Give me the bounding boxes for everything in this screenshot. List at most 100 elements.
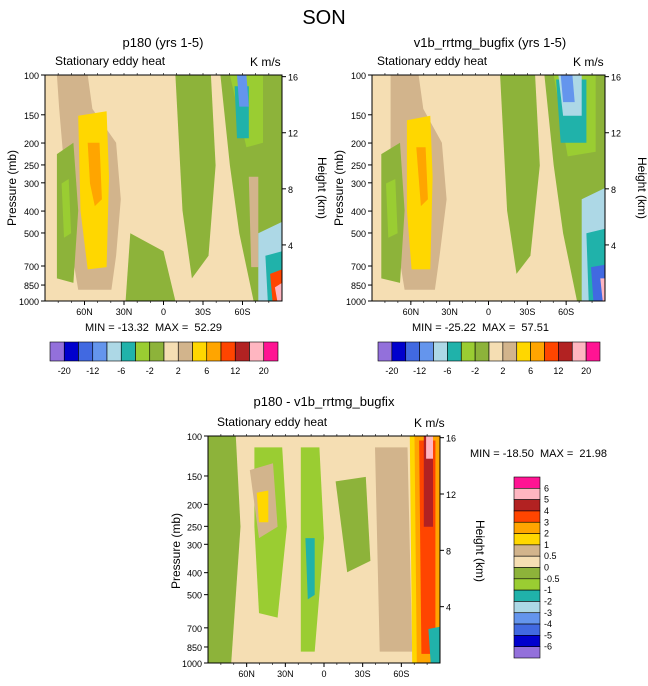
panel-3-colorbar-label-7: 0 [544, 563, 549, 573]
panel-1-colorbar-label-4: 2 [176, 366, 181, 376]
panel-2-colorbar-box-1 [391, 341, 407, 362]
panel-3-colorbar-label-6: 0.5 [544, 551, 557, 561]
panel-2-colorbar-label-5: 6 [528, 366, 533, 376]
panel-1-ytick-label-6: 500 [24, 229, 39, 239]
panel-1-ytick-label-5: 400 [24, 207, 39, 217]
panel-3-ytick-label-0: 100 [187, 432, 202, 442]
panel-3-colorbar-box-11 [513, 601, 541, 614]
panel-3-colorbar-label-12: -4 [544, 619, 552, 629]
panel-1-colorbar-box-7 [149, 341, 165, 362]
panel-3-colorbar-box-0 [513, 476, 541, 489]
panel-2-ytick-label-9: 1000 [346, 297, 366, 307]
panel-3-colorbar-box-12 [513, 612, 541, 625]
panel-2-colorbar-label-2: -6 [443, 366, 451, 376]
panel-2-ytick-label-6: 500 [351, 229, 366, 239]
panel-1-stats: MIN = -13.32 MAX = 52.29 [85, 322, 222, 334]
panel-3-colorbar-label-3: 3 [544, 517, 549, 527]
panel-2-colorbar-box-4 [433, 341, 448, 362]
panel-2-colorbar-label-4: 2 [500, 366, 505, 376]
panel-2-xtick-label-1: 30N [441, 307, 458, 317]
panel-2-colorbar-box-2 [405, 341, 420, 362]
panel-2-xtick-label-3: 30S [519, 307, 535, 317]
panel-1-rtick-label-3: 4 [288, 241, 293, 251]
panel-1-rtick-label-2: 8 [288, 185, 293, 195]
panel-1-xtick-label-4: 60S [234, 307, 250, 317]
panel-1-left-label: Stationary eddy heat [55, 54, 166, 68]
panel-1: p180 (yrs 1-5) Stationary eddy heat K m/… [5, 35, 329, 376]
panel-1-ytick-label-0: 100 [24, 71, 39, 81]
panel-3-colorbar-box-1 [513, 488, 541, 500]
panel-2-colorbar-box-13 [558, 341, 573, 362]
panel-3-colorbar-box-4 [513, 521, 541, 534]
panel-1-colorbar-box-9 [177, 341, 193, 362]
panel-1-region-6 [125, 233, 176, 301]
panel-2-region-6 [500, 75, 540, 274]
panel-2-contours [372, 75, 605, 301]
panel-2-colorbar-label-7: 20 [581, 366, 591, 376]
panel-2-xtick-label-2: 0 [486, 307, 491, 317]
panel-2-colorbar-box-11 [530, 341, 545, 362]
panel-1-xtick-label-2: 0 [161, 307, 166, 317]
panel-2-rtick-label-2: 8 [611, 185, 616, 195]
panel-2-units: K m/s [573, 55, 604, 69]
panel-1-region-3 [87, 142, 102, 207]
panel-3-rtick-label-1: 12 [446, 490, 456, 500]
panel-1-ytick-label-2: 200 [24, 139, 39, 149]
panel-1-ytick-label-9: 1000 [19, 297, 39, 307]
panel-3-ytick-label-2: 200 [187, 500, 202, 510]
panel-1-region-12 [248, 176, 259, 268]
panel-3-colorbar-label-1: 5 [544, 495, 549, 505]
panel-3: p180 - v1b_rrtmg_bugfix Stationary eddy … [169, 394, 607, 679]
panel-3-colorbar-label-9: -1 [544, 585, 552, 595]
panel-3-colorbar-box-15 [513, 646, 541, 659]
panel-1-ytick-label-3: 250 [24, 161, 39, 171]
panel-2-colorbar-box-8 [488, 341, 504, 362]
panel-1-colorbar-label-0: -20 [58, 366, 71, 376]
panel-2-colorbar-label-0: -20 [385, 366, 398, 376]
panel-3-colorbar-label-5: 1 [544, 540, 549, 550]
panel-3-ylabel-right: Height (km) [473, 520, 487, 582]
panel-1-region-16 [274, 282, 282, 301]
panel-2-rtick-label-3: 4 [611, 241, 616, 251]
panel-3-region-1 [208, 436, 241, 663]
panel-1-region-5 [61, 179, 72, 238]
panel-1-colorbar-label-7: 20 [259, 366, 269, 376]
panel-1-colorbar-box-4 [106, 341, 122, 362]
panel-3-rtick-label-0: 16 [446, 434, 456, 444]
panel-3-units: K m/s [414, 416, 445, 430]
panel-2-colorbar-box-6 [460, 341, 476, 362]
figure-title: SON [302, 7, 345, 29]
panel-3-colorbar-label-13: -5 [544, 630, 552, 640]
panel-3-region-13 [426, 436, 433, 459]
panel-2-axes: 100 150 200 250 300 400 500 700 850 1000 16 12 8 4 60N… [346, 71, 621, 317]
panel-3-xtick-label-4: 60S [393, 669, 409, 679]
panel-2-ytick-label-2: 200 [351, 139, 366, 149]
panel-2-colorbar-box-5 [447, 341, 462, 362]
panel-3-colorbar-label-4: 2 [544, 529, 549, 539]
panel-2-ytick-label-8: 850 [351, 281, 366, 291]
panel-1-region-7 [175, 75, 216, 279]
panel-3-colorbar-box-10 [513, 589, 541, 602]
panel-1-ytick-label-1: 150 [24, 111, 39, 121]
panel-3-colorbar-label-8: -0.5 [544, 574, 560, 584]
panel-3-ytick-label-1: 150 [187, 472, 202, 482]
panel-1-rtick-label-0: 16 [288, 73, 298, 83]
panel-3-region-7 [335, 476, 371, 573]
panel-3-ytick-label-8: 850 [187, 643, 202, 653]
panel-3-region-4 [305, 538, 315, 600]
panel-3-colorbar-label-11: -3 [544, 608, 552, 618]
panel-1-units: K m/s [250, 55, 281, 69]
panel-2-ytick-label-0: 100 [351, 71, 366, 81]
panel-2-region-5 [386, 179, 398, 238]
panel-3-ytick-label-5: 400 [187, 569, 202, 579]
panel-2-colorbar-box-7 [474, 341, 490, 362]
panel-1-colorbar-label-6: 12 [230, 366, 240, 376]
panel-2-ytick-label-7: 700 [351, 262, 366, 272]
panel-3-title: p180 - v1b_rrtmg_bugfix [254, 394, 395, 409]
panel-3-colorbar-box-14 [513, 635, 541, 647]
panel-2-ytick-label-4: 300 [351, 179, 366, 189]
panel-3-colorbar-label-0: 6 [544, 483, 549, 493]
panel-1-ylabel: Pressure (mb) [5, 150, 19, 226]
panel-1-ylabel-right: Height (km) [315, 157, 329, 219]
